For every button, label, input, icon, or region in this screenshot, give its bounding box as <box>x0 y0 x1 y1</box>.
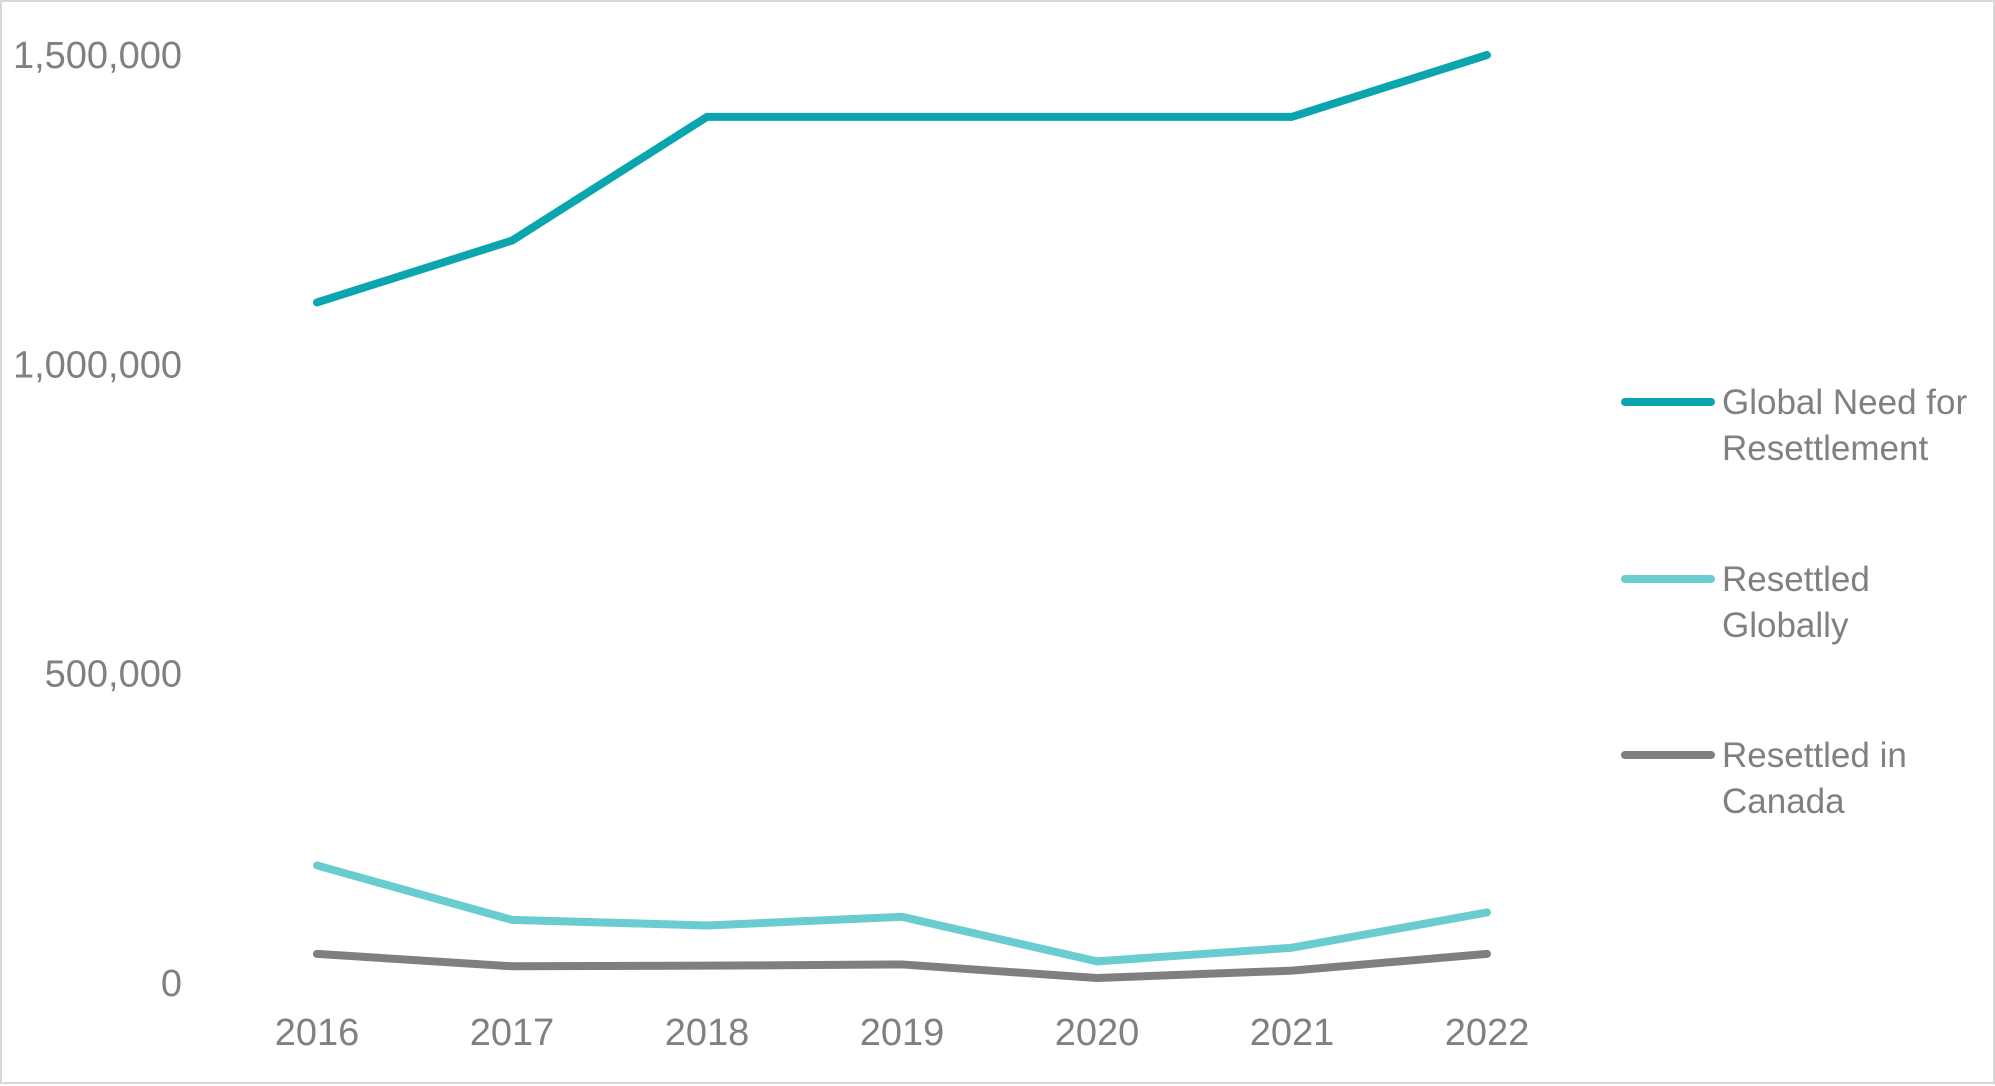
x-axis-ticks: 2016 2017 2018 2019 2020 2021 2022 <box>275 1012 1530 1054</box>
y-tick-label: 0 <box>161 963 182 1005</box>
legend-label: Resettled in <box>1722 736 1907 775</box>
series-lines <box>313 51 1491 983</box>
x-tick-label: 2016 <box>275 1012 360 1054</box>
y-axis-ticks: 0 500,000 1,000,000 1,500,000 <box>13 35 182 1005</box>
x-tick-label: 2022 <box>1445 1012 1530 1054</box>
legend-item-resettled-globally: Resettled Globally <box>1621 560 1870 645</box>
legend-label: Canada <box>1722 782 1845 821</box>
series-line-resettled-in-canada <box>313 949 1491 983</box>
series-line-resettled-globally <box>313 861 1491 966</box>
series-line-global-need-for-resettlement <box>313 51 1491 307</box>
x-tick-label: 2020 <box>1055 1012 1140 1054</box>
y-tick-label: 1,500,000 <box>13 35 182 77</box>
x-tick-label: 2019 <box>860 1012 945 1054</box>
y-tick-label: 500,000 <box>45 654 182 696</box>
legend-label: Resettled <box>1722 560 1870 599</box>
legend-label: Resettlement <box>1722 429 1928 468</box>
legend-item-resettled-in-canada: Resettled in Canada <box>1621 736 1907 821</box>
x-tick-label: 2018 <box>665 1012 750 1054</box>
legend-label: Global Need for <box>1722 383 1967 422</box>
legend-label: Globally <box>1722 606 1849 645</box>
x-tick-label: 2017 <box>470 1012 555 1054</box>
legend-item-global-need-for-resettlement: Global Need for Resettlement <box>1621 383 1967 468</box>
x-tick-label: 2021 <box>1250 1012 1335 1054</box>
y-tick-label: 1,000,000 <box>13 344 182 386</box>
legend: Global Need for Resettlement Resettled Glob… <box>1621 383 1967 821</box>
